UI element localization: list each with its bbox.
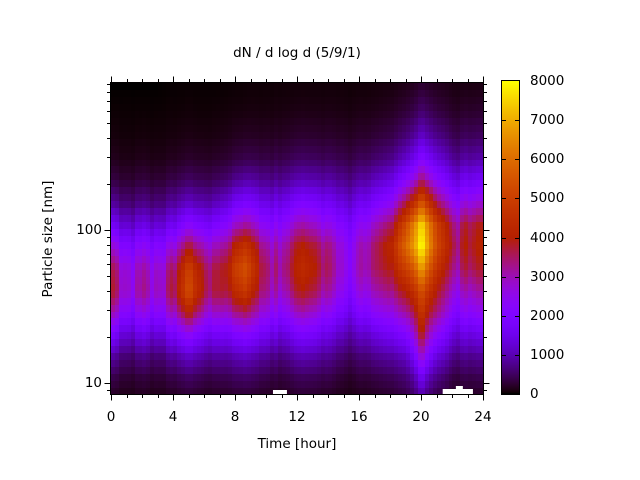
x-tick-label: 0 [106, 409, 116, 425]
colorbar-tick-label: 1000 [530, 346, 565, 363]
x-tick-label: 8 [230, 409, 240, 425]
colorbar-tick-label: 6000 [530, 151, 565, 168]
colorbar-tick-label: 5000 [530, 190, 565, 207]
colorbar-tick-label: 4000 [530, 229, 565, 246]
y-axis-label: Particle size [nm] [40, 180, 56, 298]
colorbar-tick-label: 2000 [530, 307, 565, 324]
colorbar-tick-label: 8000 [530, 73, 565, 89]
colorbar-tick-label: 0 [530, 386, 539, 402]
x-tick-label: 4 [168, 409, 178, 425]
x-tick-label: 16 [350, 409, 368, 425]
x-tick-label: 24 [474, 409, 492, 425]
colorbar-gradient [502, 81, 519, 394]
colorbar-tick-label: 3000 [530, 268, 565, 285]
colorbar-tick-label: 7000 [530, 112, 565, 129]
y-tick-label: 10 [84, 374, 102, 391]
heatmap-canvas [111, 83, 483, 394]
x-tick-label: 12 [288, 409, 306, 425]
chart-title: dN / d log d (5/9/1) [233, 45, 361, 61]
x-axis-label: Time [hour] [257, 436, 337, 452]
y-tick-label: 100 [76, 222, 102, 238]
x-tick-label: 20 [412, 409, 430, 425]
